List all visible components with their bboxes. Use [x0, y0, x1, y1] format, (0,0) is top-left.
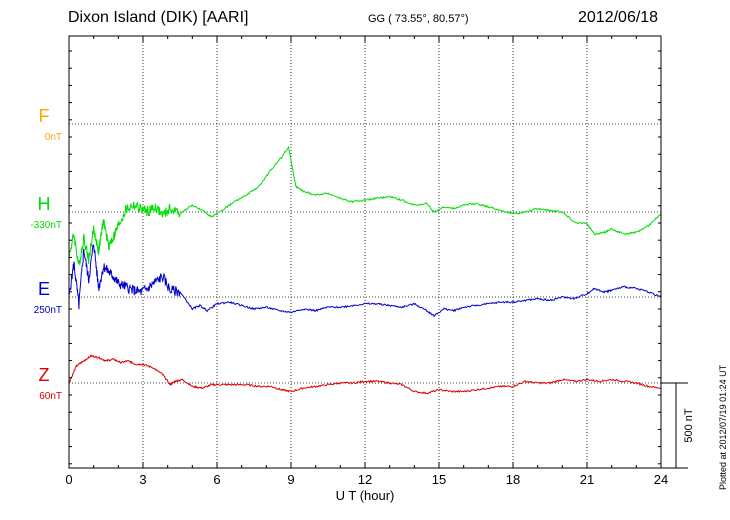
- x-tick-label: 3: [139, 472, 146, 487]
- offset-label-H: -330nT: [30, 220, 62, 231]
- component-label-H: H: [38, 194, 51, 214]
- x-tick-label: 9: [287, 472, 294, 487]
- x-tick-label: 15: [432, 472, 446, 487]
- component-label-Z: Z: [39, 365, 50, 385]
- x-tick-label: 18: [506, 472, 520, 487]
- series-line-E: [68, 244, 662, 318]
- x-tick-label: 21: [580, 472, 594, 487]
- offset-label-E: 250nT: [34, 305, 62, 316]
- plot-labels: 0 3 6 9 12 15 18 21 24 U T (hour) F 0nT H -330nT E 250n…: [30, 106, 695, 503]
- offset-label-F: 0nT: [45, 132, 62, 143]
- x-tick-label: 6: [213, 472, 220, 487]
- station-coordinates: GG ( 73.55°, 80.57°): [368, 13, 469, 25]
- x-tick-label: 12: [358, 472, 372, 487]
- series-line-Z: [68, 354, 662, 395]
- plotted-timestamp: Plotted at 2012/07/19 01:24 UT: [718, 364, 728, 490]
- plot-date: 2012/06/18: [578, 9, 659, 26]
- component-label-E: E: [38, 279, 50, 299]
- plot-series: [68, 145, 662, 395]
- plot-axes: [68, 35, 688, 469]
- x-axis-label: U T (hour): [336, 488, 395, 503]
- plot-grid: [69, 36, 661, 468]
- offset-label-Z: 60nT: [39, 391, 62, 402]
- series-line-H: [68, 145, 662, 266]
- station-title: Dixon Island (DIK) [AARI]: [68, 9, 249, 26]
- component-label-F: F: [39, 106, 50, 126]
- scale-bar-label: 500 nT: [683, 408, 695, 443]
- x-tick-label: 0: [65, 472, 72, 487]
- x-tick-label: 24: [654, 472, 668, 487]
